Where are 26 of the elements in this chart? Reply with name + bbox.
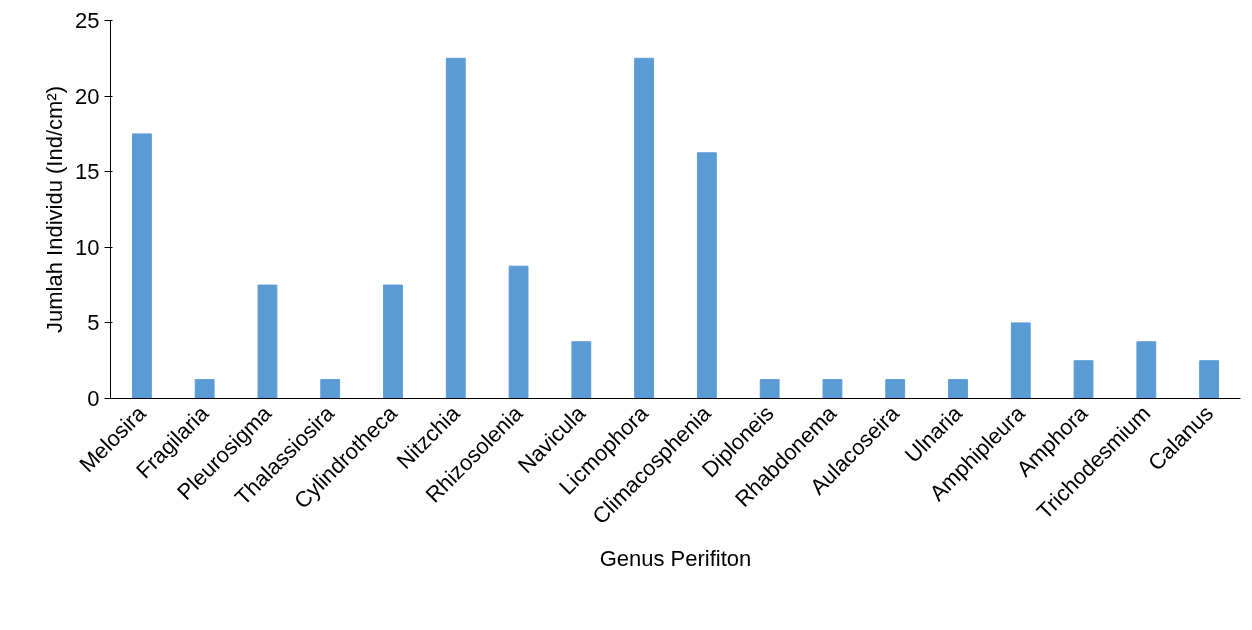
x-axis-title: Genus Perifiton: [599, 545, 752, 571]
y-tick-label: 10: [75, 234, 100, 260]
bar: [696, 152, 717, 399]
bar: [383, 284, 403, 399]
bar: [194, 379, 215, 399]
bar: [1073, 360, 1094, 399]
bar: [885, 379, 906, 399]
bar: [131, 133, 152, 399]
y-tick-label: 25: [75, 8, 100, 33]
bar: [571, 341, 592, 399]
bar: [1136, 341, 1157, 399]
bar: [822, 379, 843, 399]
y-tick-label: 20: [75, 83, 100, 109]
bar: [320, 379, 341, 399]
bar: [759, 379, 780, 399]
bar: [508, 265, 529, 399]
bar: [445, 57, 466, 399]
bar: [948, 379, 968, 399]
y-tick-label: 15: [75, 159, 100, 185]
bar: [1010, 322, 1031, 399]
y-tick-label: 5: [87, 310, 100, 336]
y-tick-label: 0: [87, 386, 100, 411]
bar: [257, 284, 278, 399]
bar: [1199, 360, 1220, 399]
bar: [634, 57, 655, 399]
y-axis-title: Jumlah Individu (Ind/cm²): [42, 86, 68, 333]
